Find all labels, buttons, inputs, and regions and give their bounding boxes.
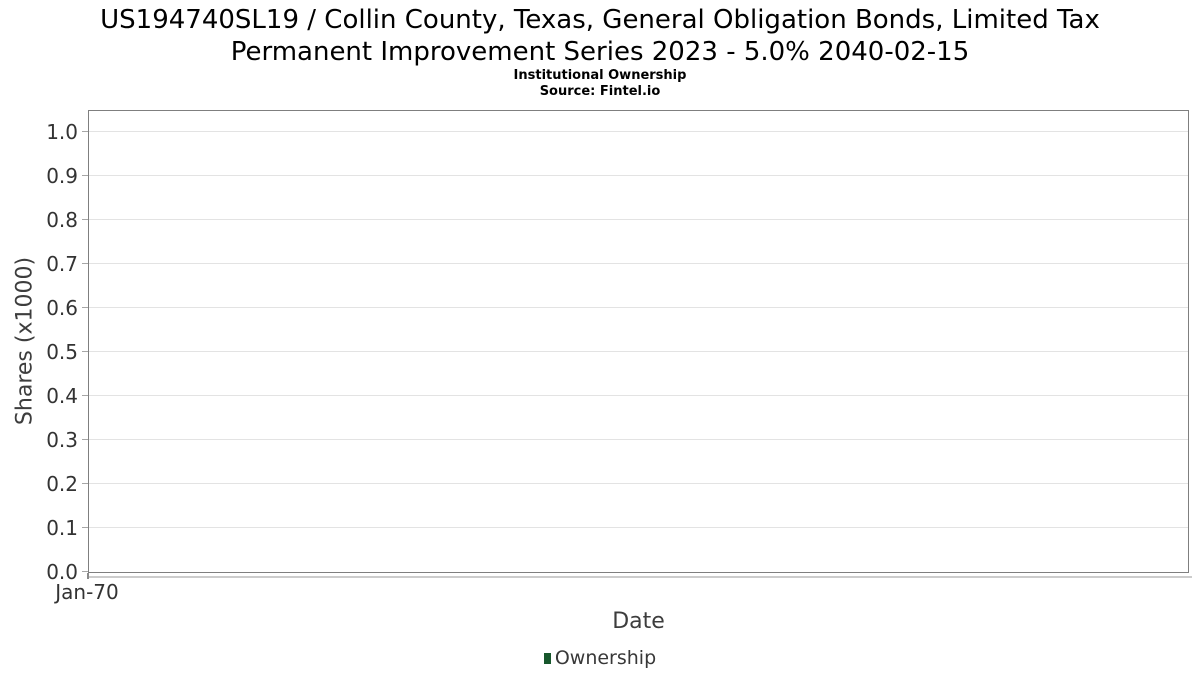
y-tick-mark-0.6 [82,306,88,309]
x-axis-line [88,576,1192,578]
x-axis-tick-mark [87,573,89,579]
y-tick-mark-0.8 [82,218,88,221]
y-gridline-0.9 [89,175,1188,176]
legend: Ownership [0,646,1200,670]
y-gridline-0.8 [89,219,1188,220]
chart-title-line-1: US194740SL19 / Collin County, Texas, Gen… [100,5,1100,35]
y-gridline-0.4 [89,395,1188,396]
y-tick-mark-0.0 [82,570,88,573]
plot-area [88,110,1189,573]
y-tick-label-0.9: 0.9 [46,163,78,188]
y-gridline-0.7 [89,263,1188,264]
y-gridline-0.5 [89,351,1188,352]
y-tick-label-0.6: 0.6 [46,295,78,320]
chart-source: Source: Fintel.io [539,84,661,99]
y-tick-mark-0.9 [82,174,88,177]
y-tick-mark-0.1 [82,526,88,529]
legend-label-ownership: Ownership [554,647,657,669]
y-gridline-0.3 [89,439,1188,440]
y-gridline-1.0 [89,131,1188,132]
x-axis-title: Date [612,609,665,634]
y-tick-mark-0.4 [82,394,88,397]
y-tick-label-0.0: 0.0 [46,559,78,584]
y-tick-mark-1.0 [82,130,88,133]
y-tick-label-0.8: 0.8 [46,207,78,232]
y-tick-mark-0.7 [82,262,88,265]
x-tick-label: Jan-70 [55,580,119,604]
y-gridline-0.2 [89,483,1188,484]
y-tick-label-0.2: 0.2 [46,471,78,496]
y-tick-label-0.1: 0.1 [46,515,78,540]
y-tick-label-0.7: 0.7 [46,251,78,276]
legend-swatch-ownership [543,652,551,664]
chart-title-line-2: Permanent Improvement Series 2023 - 5.0%… [230,37,970,67]
y-tick-mark-0.2 [82,482,88,485]
y-tick-label-0.4: 0.4 [46,383,78,408]
y-tick-mark-0.5 [82,350,88,353]
chart-subtitle: Institutional Ownership [513,68,687,83]
y-gridline-0.6 [89,307,1188,308]
y-tick-label-1.0: 1.0 [46,119,78,144]
y-tick-label-0.3: 0.3 [46,427,78,452]
y-gridline-0.1 [89,527,1188,528]
y-tick-mark-0.3 [82,438,88,441]
y-tick-label-0.5: 0.5 [46,339,78,364]
